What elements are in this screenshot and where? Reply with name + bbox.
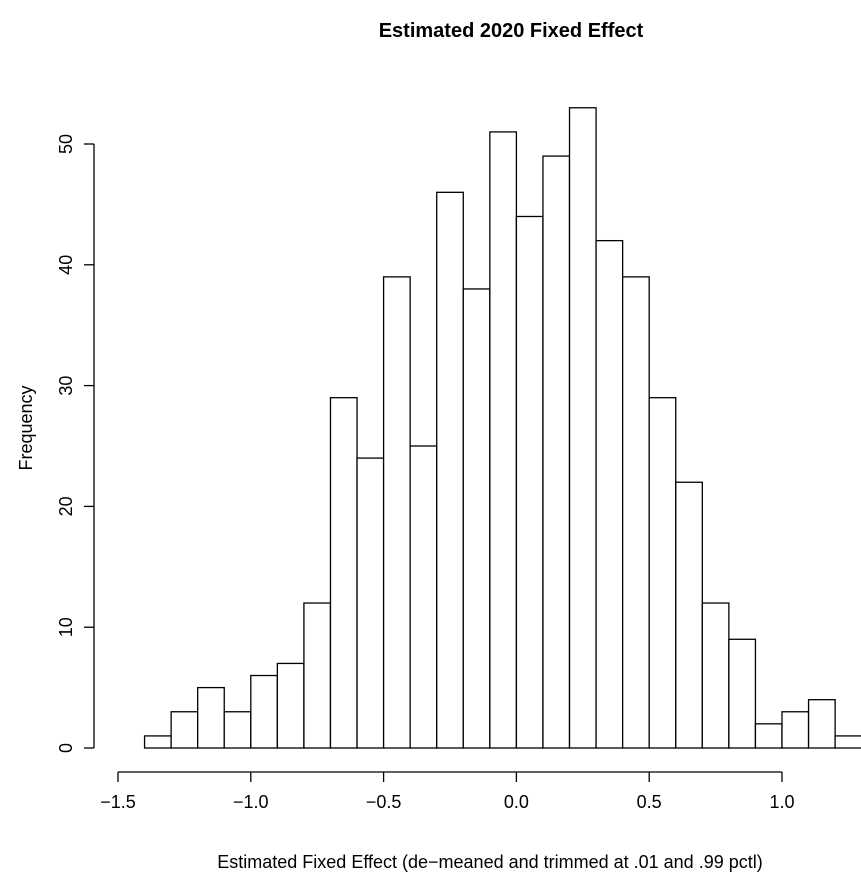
y-tick-label: 10 (56, 617, 76, 637)
histogram-bar (754, 723, 783, 749)
y-tick-label: 0 (56, 743, 76, 753)
x-tick-label: −1.0 (233, 792, 269, 812)
histogram-bar (675, 481, 703, 749)
histogram-bar (728, 638, 757, 749)
chart-title: Estimated 2020 Fixed Effect (379, 20, 644, 42)
y-axis: 0 10 20 30 40 50 (56, 134, 95, 753)
histogram-bar (515, 215, 544, 749)
y-tick-label: 50 (56, 134, 76, 154)
histogram-bar (834, 735, 861, 749)
histogram-bar (489, 131, 518, 749)
histogram-bar (462, 288, 491, 749)
x-tick-label: 1.0 (769, 792, 794, 812)
histogram-bar (329, 397, 358, 749)
x-tick-label: 0.0 (504, 792, 529, 812)
histogram-bar (436, 191, 464, 749)
histogram-bar (648, 397, 677, 749)
y-tick-label: 20 (56, 496, 76, 516)
histogram-bar (250, 674, 279, 749)
histogram-bar (170, 711, 199, 749)
histogram-bar (382, 276, 411, 749)
x-axis-label: Estimated Fixed Effect (de−meaned and tr… (217, 852, 762, 872)
histogram-bar (356, 457, 385, 749)
x-tick-label: 0.5 (637, 792, 662, 812)
histogram-bar (197, 686, 225, 749)
x-tick-label: −0.5 (366, 792, 402, 812)
bars-group (143, 107, 861, 749)
histogram-bar (276, 662, 305, 749)
x-tick-label: −1.5 (100, 792, 136, 812)
x-axis: −1.5 −1.0 −0.5 0.0 0.5 1.0 (100, 771, 795, 812)
y-axis-label: Frequency (16, 385, 36, 470)
histogram-bar (621, 276, 650, 749)
y-tick-label: 30 (56, 376, 76, 396)
histogram-bar (781, 711, 810, 749)
histogram-bar (409, 445, 438, 749)
histogram-bar (568, 107, 597, 749)
histogram-bar (542, 155, 571, 749)
histogram-bar (701, 602, 730, 749)
y-tick-label: 40 (56, 255, 76, 275)
histogram-bar (303, 602, 332, 749)
histogram-bar (807, 699, 836, 749)
histogram-bar (223, 711, 252, 749)
histogram-bar (143, 735, 172, 749)
histogram-bar (595, 239, 624, 749)
